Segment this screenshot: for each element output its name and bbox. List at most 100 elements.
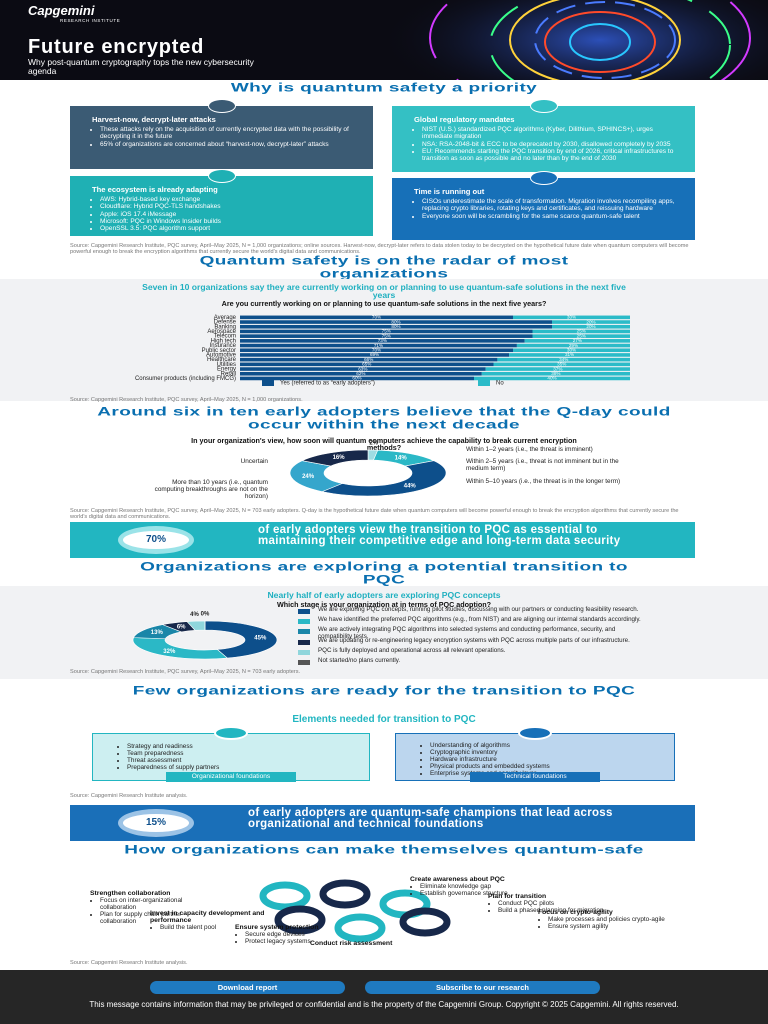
value-label: 16% (333, 455, 346, 461)
stat-value: 70% (145, 534, 166, 545)
box-title: Time is running out (414, 187, 485, 196)
icon (529, 99, 558, 113)
donut-segment (289, 460, 344, 492)
legend-label: We are actively integrating PQC algorith… (318, 626, 616, 640)
step-title: Strengthen collaboration (90, 890, 171, 897)
step: Ensure system protection Secure edge dev… (235, 924, 345, 945)
header: Capgemini RESEARCH INSTITUTE Future encr… (0, 0, 768, 80)
category-label: Within 2–5 years (i.e., threat is not im… (466, 458, 619, 472)
subscribe-button[interactable]: Subscribe to our research (365, 981, 600, 994)
list-item: Make processes and policies crypto-agile (548, 916, 678, 923)
step-title: Ensure system protection (235, 924, 319, 931)
list-item: Strategy and readiness (127, 743, 357, 750)
legend-swatch (298, 639, 310, 645)
chart-title: Nearly half of early adopters are explor… (267, 590, 501, 600)
section-heading: Around six in ten early adopters believe… (97, 405, 671, 432)
list-item: Build a phased planning for migration (498, 907, 638, 914)
list-item: Secure edge devices (245, 931, 345, 938)
chart-subtitle: Are you currently working on or planning… (221, 299, 547, 308)
legend-swatch (298, 660, 310, 665)
stat-value: 15% (145, 817, 166, 828)
foundation-label: Technical foundations (470, 772, 600, 782)
list-item: NSA: RSA-2048-bit & ECC to be deprecated… (422, 141, 685, 148)
source-note: Source: Capgemini Research Institute, PQ… (70, 508, 679, 521)
chart-title: Seven in 10 organizations say they are c… (142, 282, 626, 301)
value-label: 14% (395, 455, 408, 461)
bullet-list: These attacks rely on the acquisition of… (80, 126, 363, 148)
item-list: Eliminate knowledge gapEstablish governa… (410, 883, 560, 897)
chart-subtitle: Which stage is your organization at in t… (276, 600, 492, 609)
box-title: The ecosystem is already adapting (92, 185, 218, 194)
item-list: Secure edge devicesProtect legacy system… (235, 931, 345, 945)
list-item: 65% of organizations are concerned about… (100, 141, 363, 148)
donut-segment (373, 449, 435, 467)
list-item: Protect legacy systems (245, 938, 345, 945)
list-item: EU: Recommends starting the PQC transiti… (422, 148, 685, 163)
legend-label: PQC is fully deployed and operational ac… (318, 646, 506, 654)
category-label: Within 5–10 years (i.e., the threat is i… (466, 478, 621, 485)
logo-sub: RESEARCH INSTITUTE (60, 18, 121, 23)
list-item: Understanding of algorithms (430, 742, 660, 749)
item-list: Strategy and readinessTeam preparednessT… (117, 743, 357, 771)
stat-text: of early adopters view the transition to… (258, 524, 621, 547)
step: Plan for transition Conduct PQC pilotsBu… (488, 893, 638, 914)
header-art (380, 0, 768, 80)
list-item: AWS: Hybrid-based key exchange (100, 196, 363, 203)
item-list: Focus on inter-organizational collaborat… (90, 897, 210, 925)
download-button[interactable]: Download report (150, 981, 345, 994)
item-list: Make processes and policies crypto-agile… (538, 916, 678, 930)
step-title: Invest in capacity development and perfo… (150, 910, 265, 924)
source-note: Source: Capgemini Research Institute ana… (70, 793, 188, 799)
foundation-label: Organizational foundations (166, 772, 296, 782)
step: Create awareness about PQC Eliminate kno… (410, 876, 560, 897)
list-item: Everyone soon will be scrambling for the… (422, 213, 685, 220)
icon (207, 169, 236, 183)
legend-label: We are exploring PQC concepts, running p… (318, 606, 639, 613)
stat-ring (118, 526, 194, 554)
category-label: More than 10 years (i.e., quantum comput… (154, 479, 268, 500)
list-item: Focus on inter-organizational collaborat… (100, 897, 210, 911)
source-note: Source: Capgemini Research Institute, PQ… (70, 669, 301, 675)
section-heading: Quantum safety is on the radar of most o… (199, 254, 569, 281)
legend-swatch (298, 609, 310, 614)
list-item: Hardware infrastructure (430, 756, 660, 763)
stat-text: of early adopters are quantum-safe champ… (248, 807, 613, 830)
list-item: These attacks rely on the acquisition of… (100, 126, 363, 141)
chart-panel (0, 586, 768, 679)
footer (0, 970, 768, 1024)
legend-label: Not started/no plans currently. (318, 657, 401, 664)
donut-segment (301, 449, 369, 467)
source-note: Source: Capgemini Research Institute, PQ… (70, 397, 303, 403)
legend-label: We have identified the preferred PQC alg… (318, 616, 641, 624)
value-label: 24% (302, 474, 315, 480)
list-item: Plan for supply chain partner collaborat… (100, 911, 210, 925)
section-heading: Organizations are exploring a potential … (140, 560, 628, 587)
icon (529, 171, 558, 185)
foundation-icon (518, 726, 552, 740)
info-box: Harvest-now, decrypt-later attacks These… (70, 99, 373, 169)
category-label: Uncertain (240, 458, 268, 465)
bullet-list: CISOs underestimate the scale of transfo… (402, 198, 685, 220)
icon (207, 99, 236, 113)
info-box: Time is running out CISOs underestimate … (392, 171, 695, 240)
list-item: Threat assessment (127, 757, 357, 764)
step-title: Plan for transition (488, 893, 547, 900)
stat-ring (118, 809, 194, 837)
legend-swatch (298, 649, 310, 655)
page-subtitle: Why post-quantum cryptography tops the n… (28, 57, 254, 76)
value-label: 44% (404, 484, 417, 490)
list-item: Team preparedness (127, 750, 357, 757)
page-title: Future encrypted (28, 36, 205, 58)
disclaimer: This message contains information that m… (89, 1000, 679, 1009)
section-heading: Few organizations are ready for the tran… (132, 684, 636, 698)
legend-label: We are updating or re-engineering legacy… (318, 636, 630, 644)
bullet-list: NIST (U.S.) standardized PQC algorithms … (402, 126, 685, 162)
list-item: Cloudflare: Hybrid PQC-TLS handshakes (100, 203, 363, 210)
foundation-icon (214, 726, 248, 740)
legend-swatch (298, 619, 310, 625)
list-item: Microsoft: PQC in Windows Insider builds (100, 218, 363, 225)
bullet-list: AWS: Hybrid-based key exchangeCloudflare… (80, 196, 363, 232)
list-item: Physical products and embedded systems (430, 763, 660, 770)
step-title: Focus on crypto-agility (538, 909, 613, 916)
